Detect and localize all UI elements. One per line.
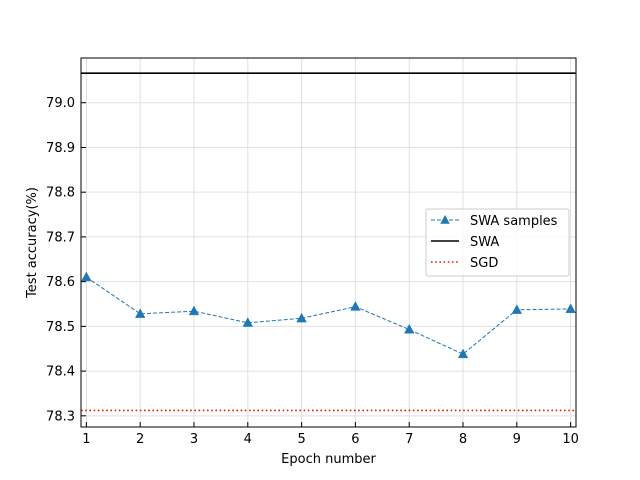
swa-sample-point xyxy=(350,301,361,311)
y-axis-label: Test accuracy(%) xyxy=(25,187,40,299)
y-tick-label: 78.3 xyxy=(46,409,75,424)
y-tick-label: 78.6 xyxy=(46,275,75,290)
reference-lines xyxy=(81,72,576,412)
legend-swa-samples-marker xyxy=(440,215,450,224)
swa-sample-point xyxy=(565,303,576,313)
y-tick-label: 78.7 xyxy=(46,230,75,245)
swa-sample-point xyxy=(511,304,522,314)
x-tick-label: 6 xyxy=(351,432,359,447)
legend: SWA samples SWA SGD xyxy=(425,208,570,277)
swa-sample-point xyxy=(81,271,92,282)
grid-lines xyxy=(81,58,576,427)
x-tick-label: 10 xyxy=(562,432,579,447)
x-axis-label: Epoch number xyxy=(281,452,376,467)
swa-samples-series xyxy=(81,271,576,359)
swa-sample-point xyxy=(135,308,146,318)
x-tick-label: 5 xyxy=(297,432,305,447)
swa-sample-point xyxy=(188,305,200,316)
x-tick-label: 2 xyxy=(136,432,144,447)
y-tick-label: 78.4 xyxy=(46,365,75,380)
x-axis-ticks: 1 2 3 4 5 6 7 8 9 10 xyxy=(82,422,579,447)
legend-box xyxy=(425,208,570,277)
x-tick-label: 4 xyxy=(244,432,252,447)
swa-samples-line xyxy=(86,276,571,355)
swa-sample-point xyxy=(404,323,415,334)
x-tick-label: 3 xyxy=(190,432,198,447)
y-axis-ticks: 78.3 78.4 78.5 78.6 78.7 78.8 78.9 79.0 xyxy=(46,96,86,424)
x-tick-label: 1 xyxy=(82,432,90,447)
y-tick-label: 79.0 xyxy=(46,96,75,111)
plot-frame xyxy=(80,57,577,428)
swa-sample-point xyxy=(242,317,253,327)
y-tick-label: 78.9 xyxy=(46,141,75,156)
swa-sample-point xyxy=(457,348,469,359)
y-tick-label: 78.5 xyxy=(46,320,75,335)
x-tick-label: 7 xyxy=(405,432,413,447)
legend-label-swa: SWA xyxy=(470,235,499,250)
legend-label-swa-samples: SWA samples xyxy=(470,214,558,229)
legend-label-sgd: SGD xyxy=(470,256,498,271)
y-tick-label: 78.8 xyxy=(46,186,75,201)
x-tick-label: 9 xyxy=(513,432,521,447)
swa-sample-point xyxy=(296,312,307,323)
x-tick-label: 8 xyxy=(459,432,467,447)
